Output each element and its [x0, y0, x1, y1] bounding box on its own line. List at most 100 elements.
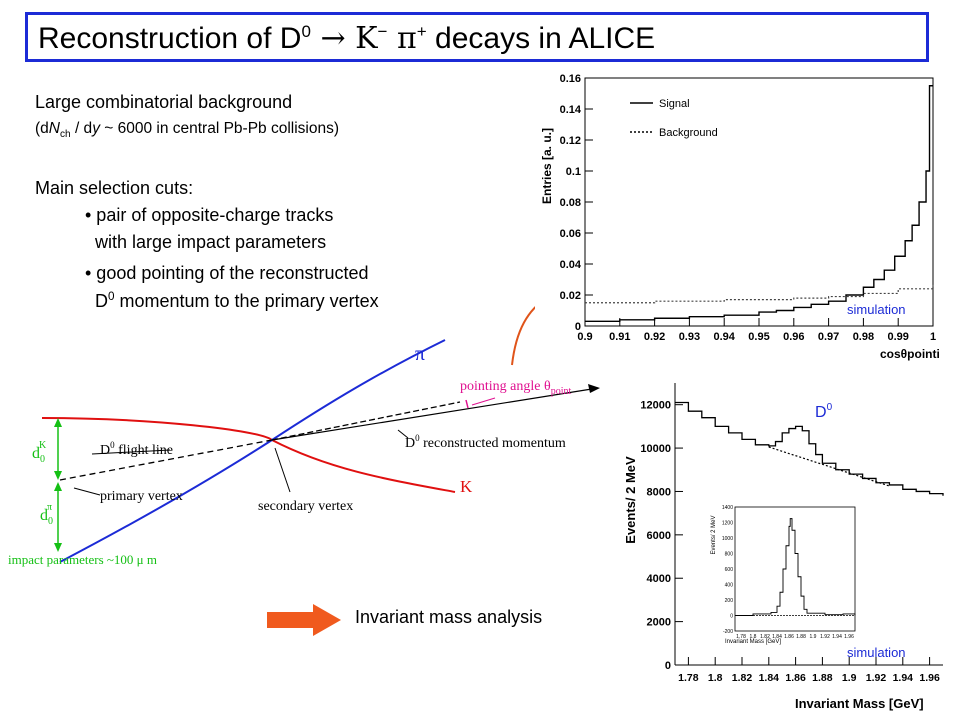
d0pi-label: d0π: [40, 502, 53, 527]
c1-signal-series: [585, 85, 933, 323]
inset-series: [735, 518, 856, 616]
impact-parameters-label: impact parameters ~100 μ m: [8, 552, 157, 567]
inset-ytick-label: 800: [725, 552, 734, 558]
c1-ytick-label: 0: [575, 321, 581, 333]
inset-ytick-label: 1400: [722, 505, 733, 511]
inset-ytick-label: 0: [730, 614, 733, 620]
background-heading: Large combinatorial background: [35, 92, 293, 112]
flight-line: [59, 439, 273, 481]
inset-xlabel: Invariant Mass [GeV]: [725, 639, 781, 645]
c2-simulation-note: simulation: [847, 645, 906, 660]
c2-xtick-label: 1.9: [842, 672, 857, 684]
inset-frame: [734, 506, 856, 632]
slide-title-box: Reconstruction of D0 → K− π+ decays in A…: [25, 12, 929, 62]
c2-xlabel: Invariant Mass [GeV]: [795, 696, 924, 711]
cut-1-line-a: • pair of opposite-charge tracks: [85, 205, 334, 225]
c2-xtick-label: 1.86: [785, 672, 806, 684]
c1-legend-background: Background: [659, 127, 718, 139]
c2-xtick-label: 1.96: [919, 672, 940, 684]
cut-2-line-a: • good pointing of the reconstructed: [85, 263, 369, 283]
c1-xtick-label: 0.97: [818, 331, 839, 343]
c1-background-series: [585, 284, 934, 304]
c2-d0-series: [675, 401, 944, 496]
c1-ylabel: Entries [a. u.]: [540, 128, 554, 204]
c1-xtick-label: 0.9: [577, 331, 592, 343]
cut-1-line-b: with large impact parameters: [95, 232, 327, 252]
c1-simulation-note: simulation: [847, 302, 906, 317]
invariant-mass-chart: 1.78 1.8 1.82 1.84 1.86 1.88 1.9 1.92 1.94 1.9602…: [623, 383, 944, 711]
inset-xtick-label: 1.78: [736, 634, 746, 640]
c1-ytick-label: 0.1: [566, 166, 581, 178]
c2-ytick-label: 0: [665, 660, 671, 672]
c2-xtick-label: 1.94: [893, 672, 914, 684]
c1-ytick-label: 0.12: [560, 135, 581, 147]
c1-ytick-label: 0.16: [560, 73, 581, 85]
inset-ylabel: Events/ 2 MeV: [711, 515, 717, 554]
c1-xtick-label: 0.92: [644, 331, 665, 343]
reconstructed-momentum-line: [271, 401, 461, 441]
secondary-vertex-label: secondary vertex: [258, 499, 353, 514]
pointing-angle-label: pointing angle θpoint: [460, 379, 571, 397]
cuts-heading: Main selection cuts:: [35, 178, 194, 198]
inset-xtick-label: 1.84: [772, 634, 782, 640]
c2-xtick-label: 1.92: [866, 672, 887, 684]
inset-ytick-label: 1200: [722, 521, 733, 527]
inset-xtick-label: 1.9: [810, 634, 817, 640]
c2-xtick-label: 1.82: [732, 672, 753, 684]
decay-topology-diagram: π K pointing angle θpoint D0 flight line…: [8, 339, 600, 567]
invariant-mass-label: Invariant mass analysis: [355, 607, 543, 627]
c1-legend-signal: Signal: [659, 98, 690, 110]
right-arrow-icon: [267, 604, 341, 636]
c1-xtick-label: 0.96: [783, 331, 804, 343]
flight-line-label: D0 flight line: [100, 440, 173, 458]
c1-xtick-label: 1: [930, 331, 936, 343]
pi-label: π: [415, 343, 425, 365]
c1-ytick-label: 0.04: [560, 259, 582, 271]
primary-vertex-label: primary vertex: [100, 489, 183, 504]
c1-xtick-label: 0.98: [853, 331, 874, 343]
c2-background-fit: [768, 446, 890, 487]
c2-ytick-label: 8000: [647, 486, 671, 498]
inset-xtick-label: 1.96: [844, 634, 854, 640]
c1-xtick-label: 0.99: [887, 331, 908, 343]
multiplicity-note: (dNch / dy ~ 6000 in central Pb-Pb colli…: [35, 120, 340, 141]
inset-ytick-label: 400: [725, 583, 734, 589]
inset-xtick-label: 1.92: [820, 634, 830, 640]
c1-ytick-label: 0.08: [560, 197, 581, 209]
cut-2-line-b: D0 momentum to the primary vertex: [95, 290, 379, 311]
c2-xtick-label: 1.88: [812, 672, 833, 684]
inset-ytick-label: 200: [725, 598, 734, 604]
slide-title: Reconstruction of D0 → K− π+ decays in A…: [38, 21, 656, 56]
c2-ylabel: Events/ 2 MeV: [623, 456, 638, 544]
pointing-line: [271, 387, 599, 441]
c2-ytick-label: 4000: [647, 573, 671, 585]
inset-xtick-label: 1.88: [796, 634, 806, 640]
reconstructed-momentum-label: D0 reconstructed momentum: [405, 433, 566, 451]
c2-ytick-label: 12000: [640, 400, 671, 412]
inset-ytick-label: 600: [725, 567, 734, 573]
c1-ytick-label: 0.06: [560, 228, 581, 240]
inset-xtick-label: 1.8: [750, 634, 757, 640]
c2-xtick-label: 1.84: [759, 672, 780, 684]
k-label: K: [460, 477, 473, 496]
c2-ytick-label: 6000: [647, 530, 671, 542]
d0k-label: d0K: [32, 440, 47, 465]
c1-ytick-label: 0.02: [560, 290, 581, 302]
c2-ytick-label: 2000: [647, 617, 671, 629]
c1-xtick-label: 0.91: [609, 331, 630, 343]
c1-xtick-label: 0.95: [748, 331, 769, 343]
c1-xtick-label: 0.93: [679, 331, 700, 343]
inset-ytick-label: -200: [723, 629, 733, 635]
inset-xtick-label: 1.86: [784, 634, 794, 640]
cos-pointing-chart: 0.9 0.91 0.92 0.93 0.94 0.95 0.96 0.97 0.98 0.99 1…: [535, 70, 940, 370]
c2-ytick-label: 10000: [640, 443, 671, 455]
c2-xtick-label: 1.8: [708, 672, 723, 684]
d0-peak-label: D0: [815, 402, 833, 421]
c1-xlabel: cosθpointing: [880, 347, 940, 361]
c1-ytick-label: 0.14: [560, 104, 582, 116]
c2-xtick-label: 1.78: [678, 672, 699, 684]
c1-xtick-label: 0.94: [713, 331, 735, 343]
inset-xtick-label: 1.82: [760, 634, 770, 640]
inset-xtick-label: 1.94: [832, 634, 842, 640]
inset-ytick-label: 1000: [722, 536, 733, 542]
